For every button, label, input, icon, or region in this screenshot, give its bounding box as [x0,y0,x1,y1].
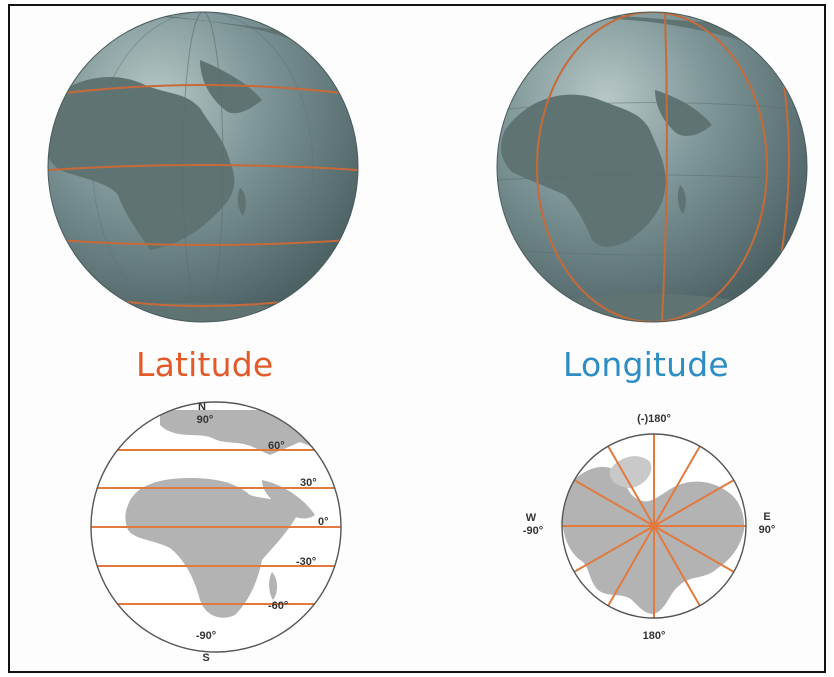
longitude-line [536,12,768,322]
south-letter-label: S [202,652,210,664]
madagascar-landmass [269,572,278,600]
east-letter-label: E [763,511,771,523]
latitude-label-30: 30° [300,477,317,489]
arabia-landmass [200,60,262,114]
latitude-line [48,84,358,96]
latitude-label-minus-60: -60° [268,600,289,612]
latitude-title: Latitude [136,345,274,384]
longitude-diagram [561,433,747,619]
latitude-label-0: 0° [318,516,329,528]
arctic-landmasses [562,466,745,614]
africa-landmass [125,478,300,618]
latitude-globe [47,11,359,323]
longitude-top-label: (-)180° [637,413,671,425]
south-degree-label: -90° [195,630,217,642]
west-letter-label: W [525,512,537,524]
latitude-label-minus-30: -30° [296,556,317,568]
longitude-globe [496,11,808,323]
africa-landmass [500,94,666,247]
longitude-bottom-label: 180° [642,630,666,642]
latitude-line [109,299,301,307]
latitude-diagram [90,401,342,653]
africa-landmass [48,77,235,250]
arabia-landmass [655,90,712,136]
madagascar-landmass [237,188,246,216]
north-degree-label: 90° [196,414,214,426]
longitude-title: Longitude [563,345,729,384]
greenland-landmass [609,456,652,488]
latitude-line [48,164,358,171]
antarctica-landmass [560,293,760,322]
longitude-line [661,12,668,322]
west-degree-label: -90° [522,525,544,537]
latitude-label-60: 60° [268,440,285,452]
latitude-line [54,239,351,246]
longitude-line [573,479,735,573]
madagascar-landmass [677,185,686,214]
north-letter-label: N [198,401,206,413]
east-degree-label: 90° [758,524,776,536]
arabia-landmass [262,480,315,519]
